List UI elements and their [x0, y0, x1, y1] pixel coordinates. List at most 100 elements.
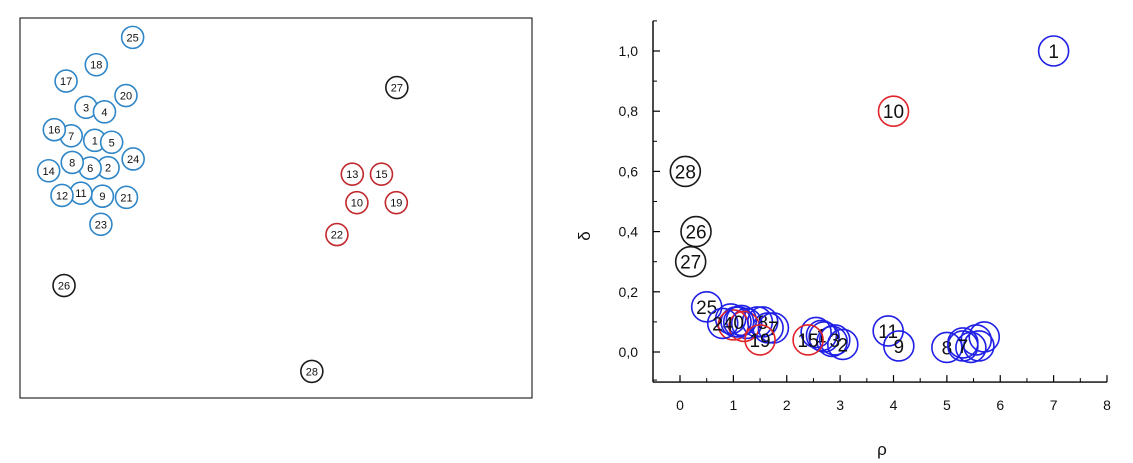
- point-label: 19: [390, 198, 402, 210]
- cluster-point: 16: [42, 117, 67, 142]
- point-label: 11: [75, 188, 86, 200]
- cluster-point: 27: [385, 75, 409, 100]
- y-axis-label: δ: [575, 231, 594, 240]
- point-marker: [369, 162, 394, 186]
- point-marker: [114, 185, 139, 210]
- point-label: 8: [69, 157, 75, 169]
- point-label: 9: [99, 191, 105, 203]
- decision-point: 7: [757, 312, 790, 344]
- decision-point: 10: [877, 95, 910, 127]
- cluster-point: 12: [50, 183, 74, 208]
- decision-point: [816, 325, 848, 358]
- point-label: 6: [87, 163, 93, 175]
- y-tick-label: 0,6: [619, 163, 639, 179]
- point-marker: [741, 306, 774, 338]
- point-marker: [808, 321, 840, 353]
- x-axis-label: ρ: [877, 440, 887, 459]
- point-label: 1: [816, 326, 827, 347]
- cluster-point: 18: [84, 52, 109, 77]
- point-label: 8: [942, 338, 953, 359]
- point-label: 9: [894, 337, 905, 358]
- point-label: 10: [351, 198, 363, 210]
- point-marker: [800, 316, 832, 349]
- point-label: 1: [1048, 42, 1059, 63]
- point-label: 4: [101, 107, 107, 119]
- y-tick-label: 0,0: [619, 344, 639, 360]
- point-marker: [968, 321, 1001, 353]
- cluster-point: 19: [384, 190, 409, 215]
- point-label: 20: [120, 91, 132, 103]
- point-label: 3: [83, 102, 89, 114]
- cluster-point: 17: [54, 69, 78, 93]
- point-label: 26: [685, 223, 706, 244]
- cluster-point: 21: [114, 185, 139, 210]
- point-label: 26: [58, 281, 70, 293]
- point-marker: [931, 331, 963, 364]
- point-label: 15: [375, 169, 387, 181]
- point-label: 23: [95, 219, 107, 231]
- point-marker: [669, 155, 702, 188]
- decision-point: 9: [883, 330, 915, 362]
- decision-point: [741, 306, 774, 338]
- point-marker: [792, 324, 824, 356]
- x-tick-label: 5: [943, 397, 951, 413]
- x-tick-label: 3: [836, 397, 844, 413]
- point-marker: [52, 273, 76, 298]
- cluster-point: 25: [120, 25, 145, 50]
- point-label: 16: [48, 125, 60, 137]
- point-marker: [883, 330, 915, 362]
- decision-point: 26: [680, 215, 712, 248]
- decision-point: 28: [669, 155, 702, 188]
- point-marker: [50, 183, 74, 208]
- point-marker: [680, 215, 712, 248]
- decision-point: [808, 321, 840, 353]
- point-label: 19: [749, 331, 770, 352]
- point-label: 10: [883, 102, 904, 123]
- point-label: 2: [105, 163, 111, 175]
- x-tick-label: 1: [729, 397, 737, 413]
- cluster-point: 14: [36, 158, 61, 183]
- point-marker: [89, 212, 113, 237]
- cluster-point: 28: [300, 359, 324, 384]
- cluster-point: 26: [52, 273, 76, 298]
- point-marker: [385, 75, 409, 100]
- point-marker: [746, 306, 779, 338]
- point-label: 15: [798, 331, 819, 352]
- point-marker: [300, 359, 324, 384]
- point-label: 0: [733, 313, 744, 334]
- point-label: 28: [675, 162, 696, 183]
- point-label: 24: [127, 154, 139, 166]
- point-marker: [674, 245, 707, 278]
- point-marker: [384, 190, 409, 215]
- decision-point: 2: [826, 328, 859, 361]
- decision-point: 1: [1037, 35, 1070, 67]
- decision-point: 8: [746, 306, 779, 338]
- point-label: 21: [120, 192, 132, 204]
- point-label: 2: [838, 335, 849, 356]
- point-label: 27: [391, 83, 403, 95]
- point-label: 7: [768, 319, 779, 340]
- decision-point: 8: [931, 331, 963, 364]
- point-marker: [54, 69, 78, 93]
- point-marker: [877, 95, 910, 127]
- point-label: 25: [127, 32, 139, 44]
- point-marker: [816, 325, 848, 358]
- point-label: 13: [346, 169, 358, 181]
- point-label: 22: [331, 230, 343, 242]
- decision-point: [968, 321, 1001, 353]
- point-marker: [345, 190, 369, 215]
- decision-point: 19: [744, 324, 776, 356]
- y-tick-label: 0,4: [619, 224, 639, 240]
- point-label: 17: [60, 76, 72, 88]
- point-marker: [947, 330, 979, 362]
- point-label: 24: [712, 314, 734, 335]
- point-label: 1: [92, 135, 98, 147]
- point-marker: [84, 52, 109, 77]
- y-tick-label: 0,8: [619, 103, 639, 119]
- point-marker: [744, 324, 776, 356]
- y-tick-label: 0,2: [619, 284, 639, 300]
- point-label: 7: [68, 131, 74, 143]
- panel-frame: [19, 17, 533, 399]
- point-marker: [92, 100, 117, 124]
